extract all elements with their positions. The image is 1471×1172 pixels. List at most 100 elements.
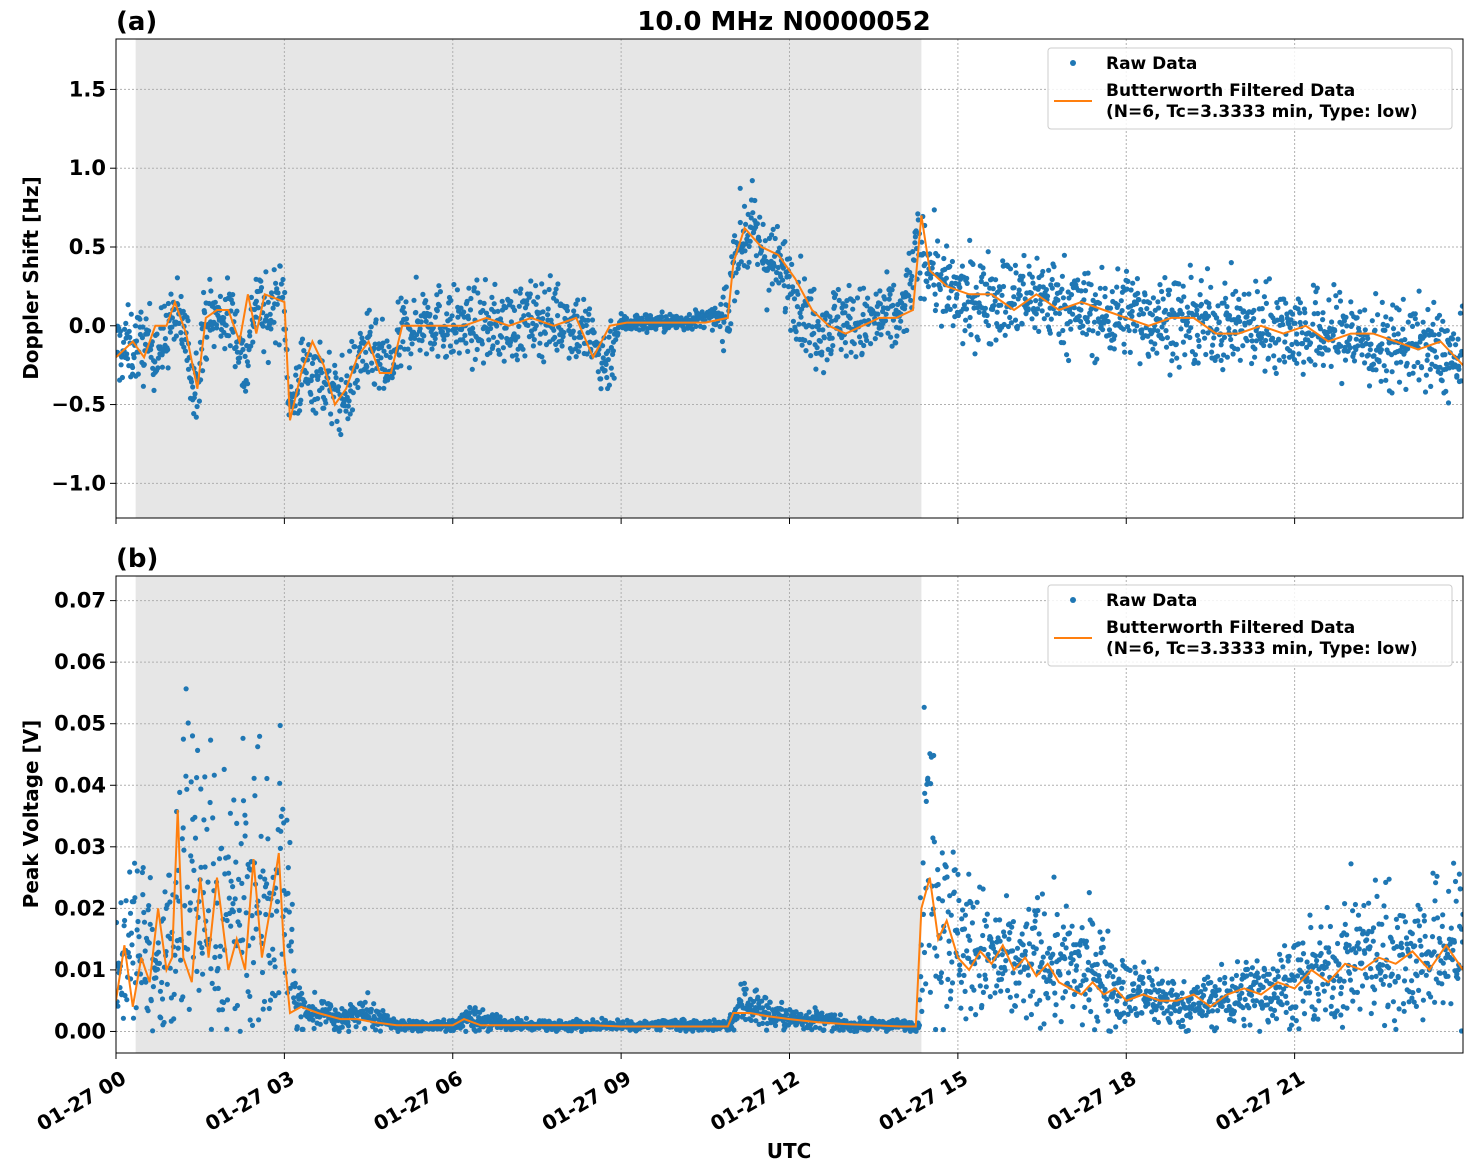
raw-data-point <box>1228 336 1234 343</box>
raw-data-point <box>954 292 960 298</box>
raw-data-point <box>945 976 951 983</box>
raw-data-point <box>1216 987 1222 993</box>
raw-data-point <box>124 351 130 357</box>
raw-data-point <box>1166 287 1173 293</box>
raw-data-point <box>376 385 382 391</box>
raw-data-point <box>1149 312 1155 318</box>
raw-data-point <box>733 270 739 276</box>
raw-data-point <box>345 403 351 409</box>
raw-data-point <box>1260 984 1266 990</box>
raw-data-point <box>177 789 183 796</box>
raw-data-point <box>1379 341 1385 347</box>
raw-data-point <box>328 411 334 417</box>
raw-data-point <box>1134 1011 1140 1017</box>
raw-data-point <box>1069 923 1075 929</box>
raw-data-point <box>118 362 124 368</box>
raw-data-point <box>922 261 928 267</box>
raw-data-point <box>125 302 131 308</box>
raw-data-point <box>116 1003 121 1009</box>
raw-data-point <box>828 347 834 354</box>
raw-data-point <box>1128 1008 1134 1014</box>
raw-data-point <box>234 308 240 314</box>
raw-data-point <box>134 868 140 874</box>
raw-data-point <box>247 993 253 1000</box>
raw-data-point <box>1123 268 1130 274</box>
raw-data-point <box>450 348 456 354</box>
raw-data-point <box>423 298 429 304</box>
raw-data-point <box>610 348 617 354</box>
raw-data-point <box>1216 319 1222 325</box>
raw-data-point <box>310 1017 316 1023</box>
raw-data-point <box>1256 987 1262 993</box>
raw-data-point <box>997 917 1003 923</box>
raw-data-point <box>223 322 229 328</box>
raw-data-point <box>437 289 443 295</box>
raw-data-point <box>1293 1004 1299 1010</box>
raw-data-point <box>1154 966 1160 972</box>
raw-data-point <box>1106 327 1113 333</box>
raw-data-point <box>1292 320 1298 326</box>
raw-data-point <box>372 1016 378 1022</box>
raw-data-point <box>179 836 185 842</box>
raw-data-point <box>319 370 325 376</box>
raw-data-point <box>1185 1027 1191 1034</box>
raw-data-point <box>1009 1008 1015 1014</box>
raw-data-point <box>988 341 994 347</box>
raw-data-point <box>791 296 798 302</box>
raw-data-point <box>948 912 954 918</box>
raw-data-point <box>287 839 293 846</box>
raw-data-point <box>1140 974 1146 981</box>
raw-data-point <box>345 1023 352 1029</box>
raw-data-point <box>250 935 256 941</box>
raw-data-point <box>255 744 261 750</box>
raw-data-point <box>168 995 174 1001</box>
raw-data-point <box>1383 314 1389 320</box>
raw-data-point <box>840 1027 846 1033</box>
raw-data-point <box>1396 307 1402 313</box>
raw-data-point <box>539 281 545 287</box>
raw-data-point <box>721 348 727 354</box>
raw-data-point <box>1273 1016 1280 1022</box>
raw-data-point <box>395 299 401 305</box>
raw-data-point <box>346 1028 352 1034</box>
raw-data-point <box>956 897 962 904</box>
raw-data-point <box>992 298 998 304</box>
raw-data-point <box>553 298 560 304</box>
raw-data-point <box>1339 380 1345 387</box>
raw-data-point <box>1094 356 1100 362</box>
raw-data-point <box>1003 958 1009 964</box>
raw-data-point <box>1134 276 1140 282</box>
raw-data-point <box>243 820 249 826</box>
raw-data-point <box>240 735 246 741</box>
raw-data-point <box>185 720 191 726</box>
raw-data-point <box>772 1022 779 1029</box>
raw-data-point <box>1090 921 1096 927</box>
raw-data-point <box>1077 942 1083 948</box>
raw-data-point <box>169 324 175 330</box>
raw-data-point <box>1277 984 1283 990</box>
raw-data-point <box>943 308 949 314</box>
raw-data-point <box>396 352 402 358</box>
raw-data-point <box>917 895 924 901</box>
raw-data-point <box>686 311 693 318</box>
raw-data-point <box>1331 282 1337 288</box>
raw-data-point <box>790 284 796 290</box>
raw-data-point <box>1405 319 1411 325</box>
raw-data-point <box>545 306 551 312</box>
raw-data-point <box>205 908 212 914</box>
raw-data-point <box>1224 354 1230 360</box>
raw-data-point <box>1362 307 1368 313</box>
raw-data-point <box>411 297 417 303</box>
raw-data-point <box>717 323 723 330</box>
raw-data-point <box>162 336 168 342</box>
raw-data-point <box>288 939 294 945</box>
raw-data-point <box>1028 1011 1034 1018</box>
raw-data-point <box>343 408 349 414</box>
raw-data-point <box>1026 263 1032 269</box>
raw-data-point <box>796 321 802 327</box>
raw-data-point <box>821 335 828 341</box>
raw-data-point <box>566 355 572 361</box>
raw-data-point <box>159 996 166 1002</box>
raw-data-point <box>140 324 146 330</box>
raw-data-point <box>211 343 217 350</box>
